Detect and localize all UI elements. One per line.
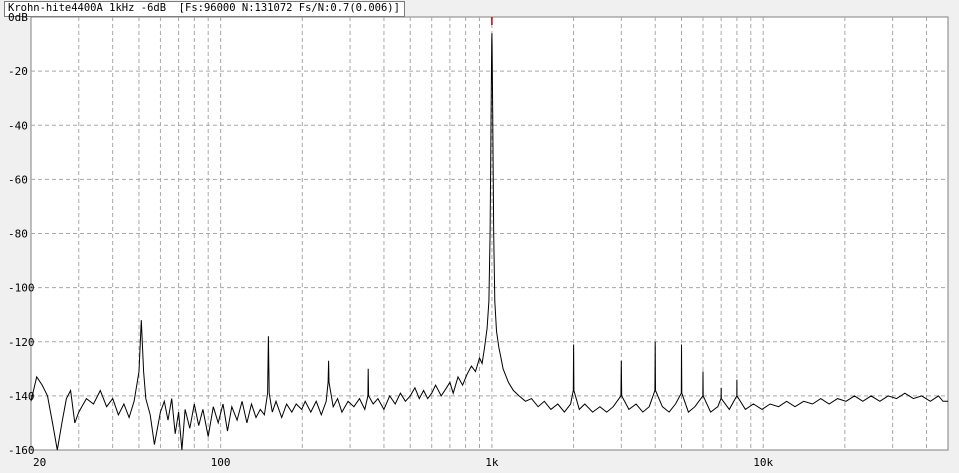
spectrum-trace: [30, 33, 948, 451]
x-axis-tick-labels: 20 100 1k 10k: [33, 456, 773, 469]
x-tick-label: 1k: [485, 456, 499, 469]
y-tick-label: -120: [8, 336, 35, 349]
y-tick-label: -140: [8, 390, 35, 403]
y-tick-label: -20: [8, 65, 28, 78]
x-tick-label: 20: [33, 456, 46, 469]
x-tick-label: 100: [211, 456, 231, 469]
y-tick-label: -60: [8, 173, 28, 186]
chart-title: Krohn-hite4400A 1kHz -6dB [Fs:96000 N:13…: [4, 1, 405, 17]
y-tick-label: -40: [8, 119, 28, 132]
x-tick-label: 10k: [753, 456, 773, 469]
y-tick-label: 0dB: [8, 11, 28, 24]
y-tick-label: -160: [8, 444, 35, 457]
y-tick-label: -80: [8, 228, 28, 241]
y-tick-label: -100: [8, 282, 35, 295]
y-axis-tick-labels: 0dB -20 -40 -60 -80 -100 -120 -140 -160: [8, 11, 35, 457]
